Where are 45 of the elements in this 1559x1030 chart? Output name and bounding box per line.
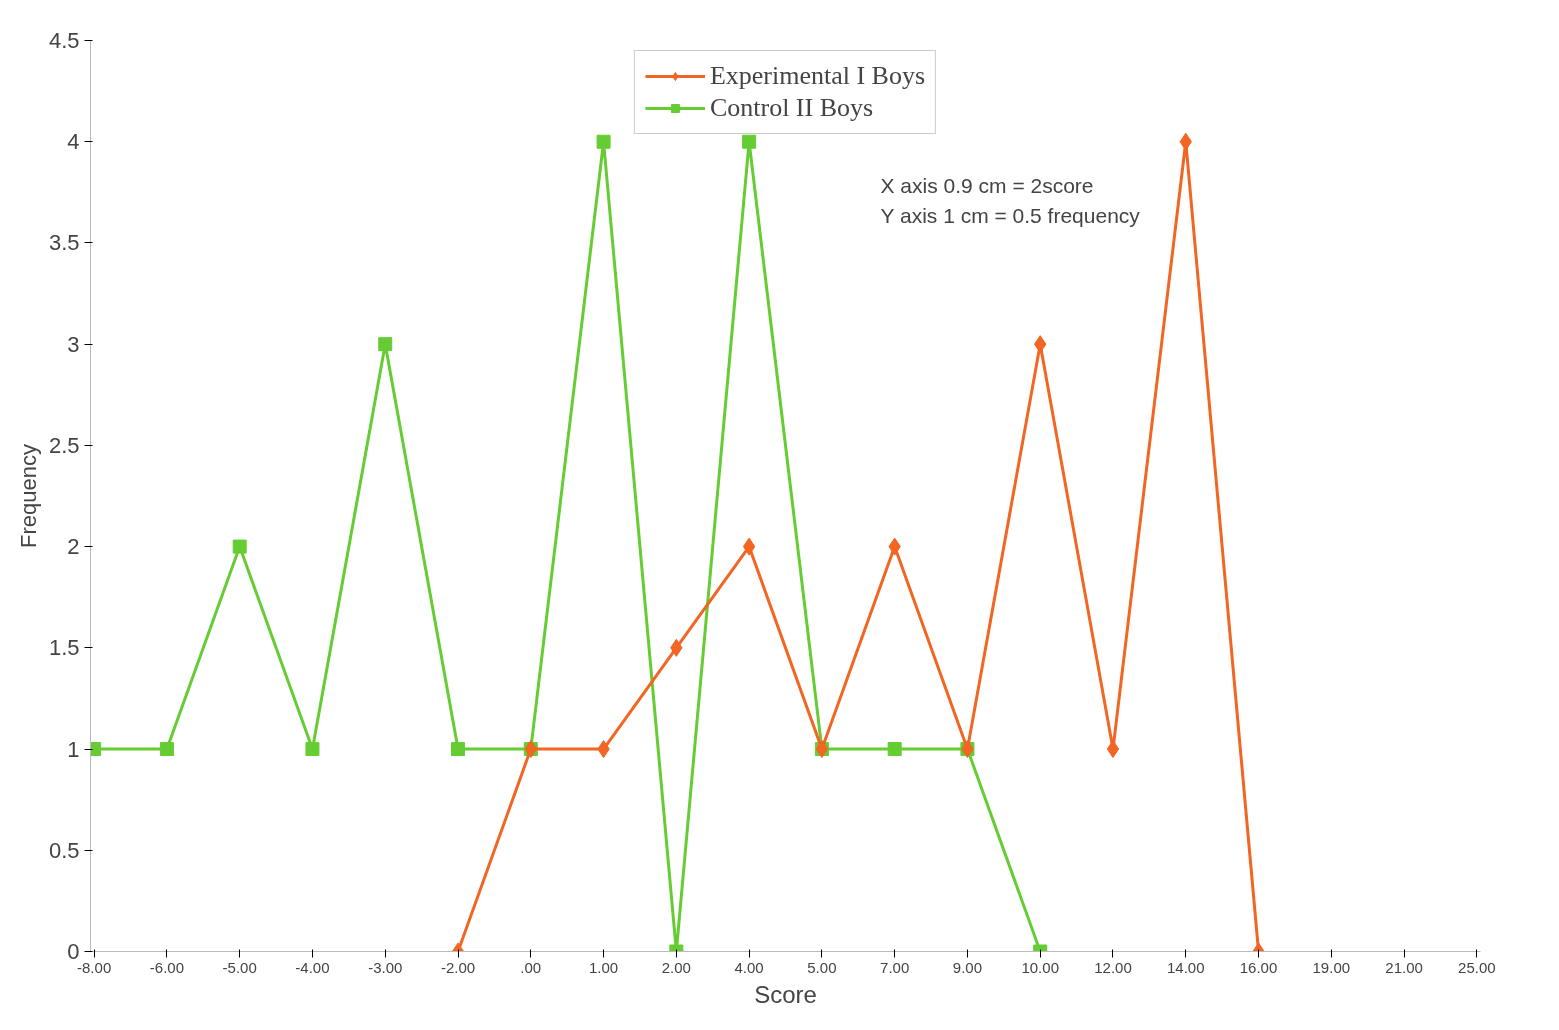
x-tick-label: 12.00: [1094, 958, 1132, 976]
x-tick-label: -8.00: [77, 958, 112, 976]
point: [451, 742, 466, 757]
x-tick-label: 21.00: [1385, 958, 1423, 976]
x-tick-label: -5.00: [222, 958, 257, 976]
legend-label: Experimental I Boys: [709, 61, 926, 91]
y-tick-label: 4: [67, 129, 80, 155]
point: [596, 134, 611, 149]
y-tick-label: 0: [67, 939, 80, 964]
point: [742, 537, 756, 556]
y-tick-label: 2.5: [48, 432, 80, 458]
y-tick-label: 3: [67, 331, 80, 357]
y-axis-title: Frequency: [15, 444, 41, 548]
point: [742, 134, 757, 149]
x-tick-label: 10.00: [1021, 958, 1059, 976]
x-tick-label: 9.00: [952, 958, 983, 976]
x-tick-label: 2.00: [661, 958, 691, 976]
x-axis-title: Score: [754, 980, 817, 1008]
y-tick-label: 1: [67, 736, 80, 762]
x-tick-label: -4.00: [295, 958, 330, 976]
legend-label: Control II Boys: [709, 93, 874, 123]
y-tick-label: 1.5: [48, 635, 80, 661]
x-tick-label: 4.00: [734, 958, 764, 976]
y-tick-label: 2: [67, 534, 80, 560]
y-tick-label: 0.5: [48, 837, 80, 863]
x-tick-label: -3.00: [368, 958, 403, 976]
x-tick-label: 25.00: [1458, 958, 1496, 976]
point: [305, 742, 320, 757]
point: [887, 742, 902, 757]
x-tick-label: 5.00: [807, 958, 837, 976]
x-tick-label: 16.00: [1239, 958, 1278, 976]
x-tick-label: 19.00: [1312, 958, 1351, 976]
x-tick-label: 7.00: [880, 958, 910, 976]
x-tick-label: -2.00: [440, 958, 476, 976]
annotation: Y axis 1 cm = 0.5 frequency: [880, 203, 1141, 227]
x-tick-label: -6.00: [149, 958, 185, 976]
x-tick-label: .00: [520, 958, 542, 976]
x-tick-label: 14.00: [1166, 958, 1205, 976]
y-tick-label: 3.5: [48, 230, 80, 256]
y-tick-label: 4.5: [48, 28, 80, 53]
annotation: X axis 0.9 cm = 2score: [880, 173, 1094, 197]
point: [232, 539, 247, 554]
point: [378, 337, 393, 352]
point: [159, 742, 174, 757]
x-tick-label: 1.00: [588, 958, 619, 976]
